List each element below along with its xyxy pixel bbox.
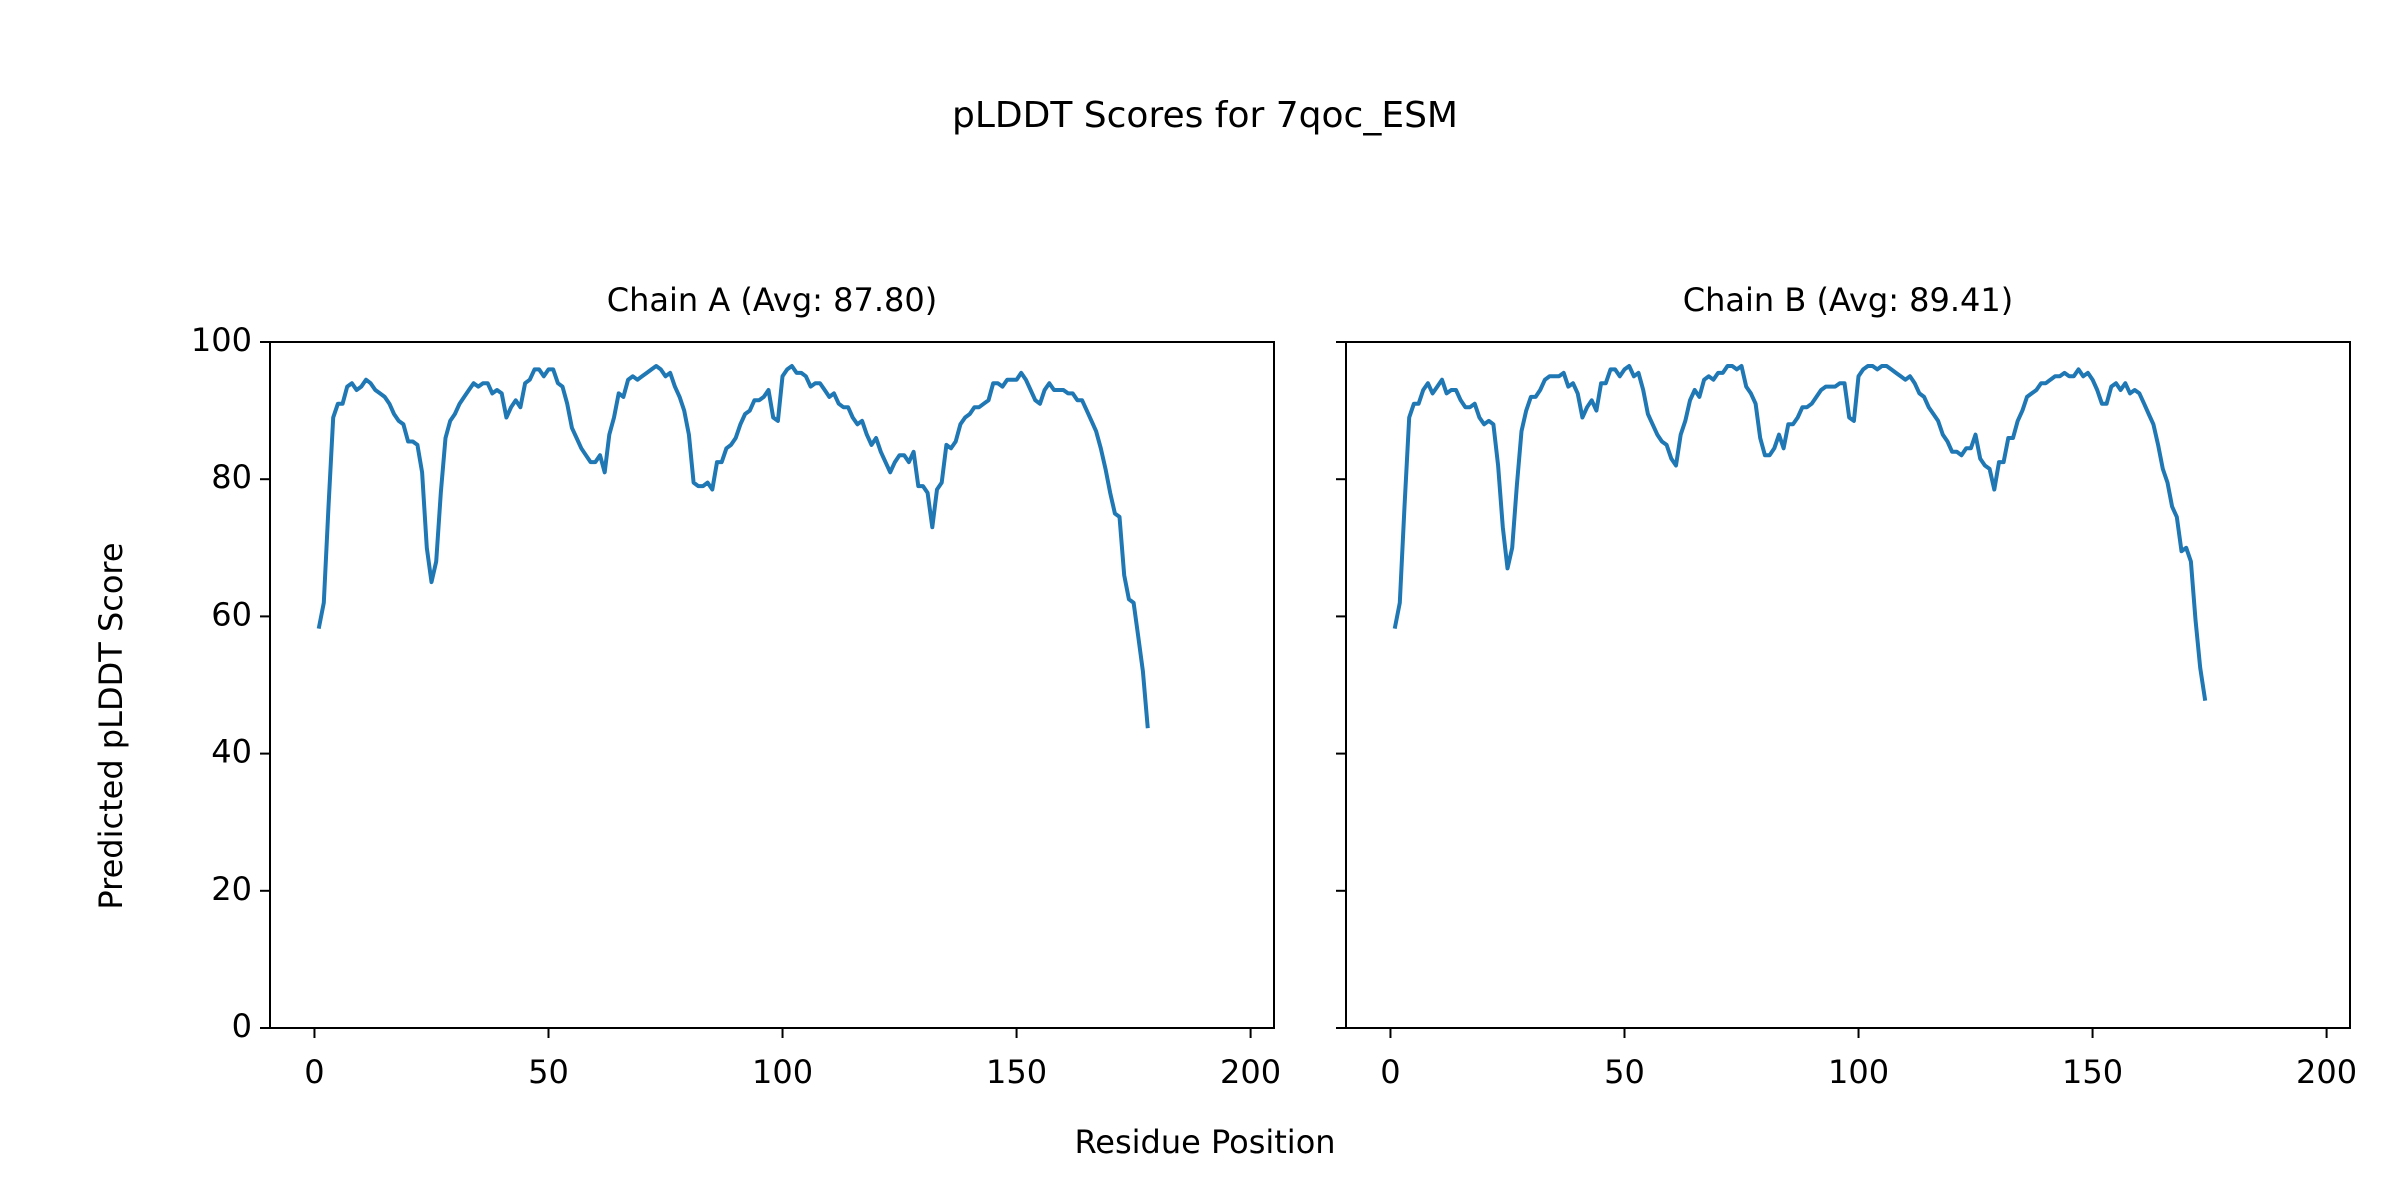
series-line	[316, 364, 1150, 729]
x-tick-label: 50	[528, 1053, 569, 1091]
x-tick-label: 200	[1220, 1053, 1281, 1091]
x-tick-label: 150	[2062, 1053, 2123, 1091]
x-tick-label: 200	[2296, 1053, 2357, 1091]
y-tick-label: 40	[211, 733, 252, 771]
plot-frame	[269, 341, 1275, 1029]
x-tick-label: 100	[752, 1053, 813, 1091]
y-axis-label: Predicted pLDDT Score	[92, 542, 130, 909]
y-tick-label: 60	[211, 595, 252, 633]
chart-title: Chain A (Avg: 87.80)	[607, 281, 937, 319]
chart-panels: Chain A (Avg: 87.80) 0 50 100 150 200 0 20 40 60 8…	[191, 281, 2357, 1091]
x-tick-label: 0	[1380, 1053, 1400, 1091]
chart-title: Chain B (Avg: 89.41)	[1683, 281, 2014, 319]
y-tick-label: 100	[191, 321, 252, 359]
x-tick-label: 0	[304, 1053, 324, 1091]
x-tick-label: 100	[1828, 1053, 1889, 1091]
chart-panel-2: Chain B (Avg: 89.41) 0 50 100 150 200	[1336, 281, 2357, 1091]
x-axis-label: Residue Position	[1074, 1123, 1335, 1161]
y-tick-label: 20	[211, 870, 252, 908]
y-tick-label: 80	[211, 458, 252, 496]
x-tick-label: 150	[986, 1053, 1047, 1091]
suptitle: pLDDT Scores for 7qoc_ESM	[952, 95, 1458, 136]
plot-frame	[1345, 341, 2351, 1029]
series-line	[1392, 364, 2208, 701]
chart-panel-1: Chain A (Avg: 87.80) 0 50 100 150 200 0 20 40 60 8…	[191, 281, 1281, 1091]
y-tick-label: 0	[232, 1007, 252, 1045]
x-tick-label: 50	[1604, 1053, 1645, 1091]
